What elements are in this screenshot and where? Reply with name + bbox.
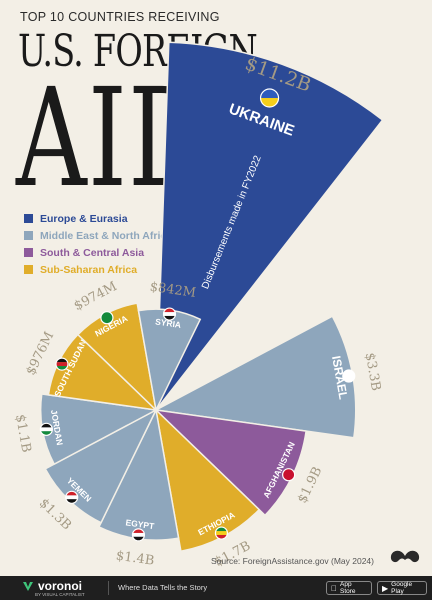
brand-name: voronoi bbox=[38, 579, 82, 593]
moustache-logo-icon bbox=[390, 550, 420, 563]
legend-swatch bbox=[24, 248, 33, 257]
legend-label: Middle East & North Africa bbox=[40, 229, 173, 242]
footer-tagline: Where Data Tells the Story bbox=[118, 583, 208, 592]
legend-label: Sub-Saharan Africa bbox=[40, 263, 138, 276]
flag-jordan-icon bbox=[39, 422, 53, 436]
value-label-jordan: $1.1B bbox=[12, 413, 33, 454]
brand-sub: BY VISUAL CAPITALIST bbox=[35, 592, 85, 597]
flag-yemen-icon bbox=[65, 490, 79, 504]
flag-nigeria-icon bbox=[100, 311, 114, 325]
footer-divider bbox=[108, 581, 109, 595]
legend-label: Europe & Eurasia bbox=[40, 212, 128, 225]
voronoi-logo-icon bbox=[23, 582, 33, 591]
legend-item-africa: Sub-Saharan Africa bbox=[24, 261, 172, 278]
value-label-south-sudan: $976M bbox=[23, 329, 57, 377]
source-note: Source: ForeignAssistance.gov (May 2024) bbox=[211, 556, 374, 566]
value-label-egypt: $1.4B bbox=[115, 549, 155, 569]
legend-label: South & Central Asia bbox=[40, 246, 145, 259]
country-label-syria: SYRIA bbox=[155, 316, 182, 330]
google-play-label: Google Play bbox=[391, 581, 413, 595]
app-store-label: App Store bbox=[334, 581, 363, 595]
legend-swatch bbox=[24, 214, 33, 223]
play-store-icon: ▶ bbox=[382, 583, 389, 593]
flag-syria-icon bbox=[162, 307, 177, 321]
flag-south-sudan-icon bbox=[55, 357, 69, 371]
legend-item-mena: Middle East & North Africa bbox=[24, 227, 172, 244]
legend-swatch bbox=[24, 265, 33, 274]
flag-afghanistan-icon bbox=[282, 468, 296, 482]
legend-item-europe: Europe & Eurasia bbox=[24, 210, 172, 227]
wedge-ukraine bbox=[155, 41, 384, 413]
legend-item-south-asia: South & Central Asia bbox=[24, 244, 172, 261]
brand[interactable]: voronoi bbox=[22, 579, 82, 593]
legend: Europe & Eurasia Middle East & North Afr… bbox=[24, 210, 172, 278]
apple-icon:  bbox=[331, 584, 337, 593]
kicker-text: TOP 10 COUNTRIES RECEIVING bbox=[20, 10, 220, 24]
flag-israel-icon bbox=[342, 369, 356, 383]
flag-ukraine-icon bbox=[259, 88, 280, 108]
value-label-afghanistan: $1.9B bbox=[295, 465, 325, 506]
flag-egypt-icon bbox=[131, 528, 146, 542]
value-label-syria: $842M bbox=[149, 280, 197, 301]
country-label-egypt: EGYPT bbox=[125, 517, 156, 531]
value-label-nigeria: $974M bbox=[72, 279, 120, 314]
legend-swatch bbox=[24, 231, 33, 240]
value-label-israel: $3.3B bbox=[362, 352, 383, 393]
flag-ethiopia-icon bbox=[214, 526, 229, 540]
app-store-button[interactable]:  App Store bbox=[326, 581, 372, 595]
google-play-button[interactable]: ▶ Google Play bbox=[377, 581, 427, 595]
footer-bar: voronoi BY VISUAL CAPITALIST Where Data … bbox=[0, 576, 432, 600]
